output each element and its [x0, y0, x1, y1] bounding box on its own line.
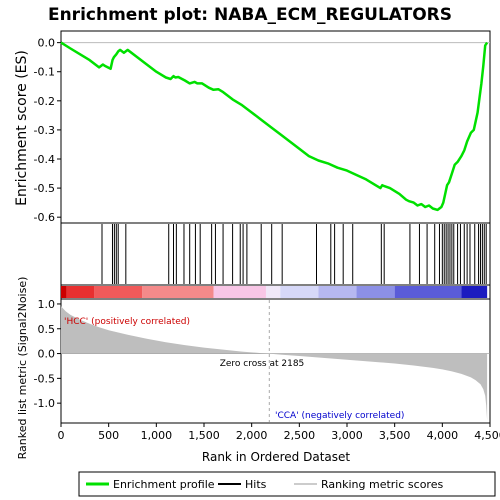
- chart-title: Enrichment plot: NABA_ECM_REGULATORS: [48, 5, 452, 25]
- heatmap-band: [280, 286, 319, 298]
- legend-box: [78, 471, 496, 497]
- zero-cross-label: Zero cross at 2185: [220, 359, 305, 369]
- metric-tick-label: -0.5: [34, 372, 55, 385]
- metric-area-fill: [61, 306, 488, 421]
- x-tick-label: 1,500: [188, 429, 220, 442]
- legend-metric-label: Ranking metric scores: [321, 478, 443, 491]
- x-axis-label: Rank in Ordered Dataset: [202, 450, 350, 464]
- metric-tick-label: 0.5: [38, 323, 56, 336]
- x-tick-label: 4,500: [474, 429, 500, 442]
- es-axis-label: Enrichment score (ES): [14, 50, 30, 206]
- es-panel: [60, 30, 491, 224]
- metric-tick-label: -1.0: [34, 397, 55, 410]
- hits-panel: [60, 222, 491, 286]
- positive-correlation-label: 'HCC' (positively correlated): [64, 317, 190, 327]
- heatmap-band: [213, 286, 266, 298]
- es-tick-label: -0.6: [34, 211, 55, 224]
- x-tick-label: 2,500: [284, 429, 316, 442]
- x-tick-label: 3,500: [379, 429, 411, 442]
- metric-axis-label: Ranked list metric (Signal2Noise): [16, 277, 29, 460]
- x-tick-label: 500: [98, 429, 119, 442]
- legend-hits-label: Hits: [245, 478, 267, 491]
- es-tick-label: -0.1: [34, 66, 55, 79]
- heatmap-band: [61, 286, 67, 298]
- heatmap-band: [66, 286, 95, 298]
- x-tick-label: 4,000: [427, 429, 459, 442]
- es-tick-label: -0.4: [34, 153, 55, 166]
- x-tick-label: 2,000: [236, 429, 268, 442]
- es-tick-label: -0.5: [34, 182, 55, 195]
- heatmap-band: [142, 286, 214, 298]
- heatmap-band: [356, 286, 395, 298]
- negative-correlation-label: 'CCA' (negatively correlated): [275, 411, 404, 421]
- heatmap-band: [94, 286, 143, 298]
- es-tick-label: -0.3: [34, 124, 55, 137]
- legend-enrichment-label: Enrichment profile: [113, 478, 215, 491]
- es-tick-label: 0.0: [38, 37, 56, 50]
- enrichment-curve: [60, 41, 489, 212]
- x-tick-label: 3,000: [331, 429, 363, 442]
- es-tick-label: -0.2: [34, 95, 55, 108]
- x-tick-label: 0: [58, 429, 65, 442]
- metric-tick-label: 0.0: [38, 348, 56, 361]
- heatmap-band: [265, 286, 281, 298]
- heatmap-band: [394, 286, 462, 298]
- x-tick-label: 1,000: [141, 429, 173, 442]
- heatmap-band: [461, 286, 488, 298]
- heatmap-band: [318, 286, 357, 298]
- metric-tick-label: 1.0: [38, 298, 56, 311]
